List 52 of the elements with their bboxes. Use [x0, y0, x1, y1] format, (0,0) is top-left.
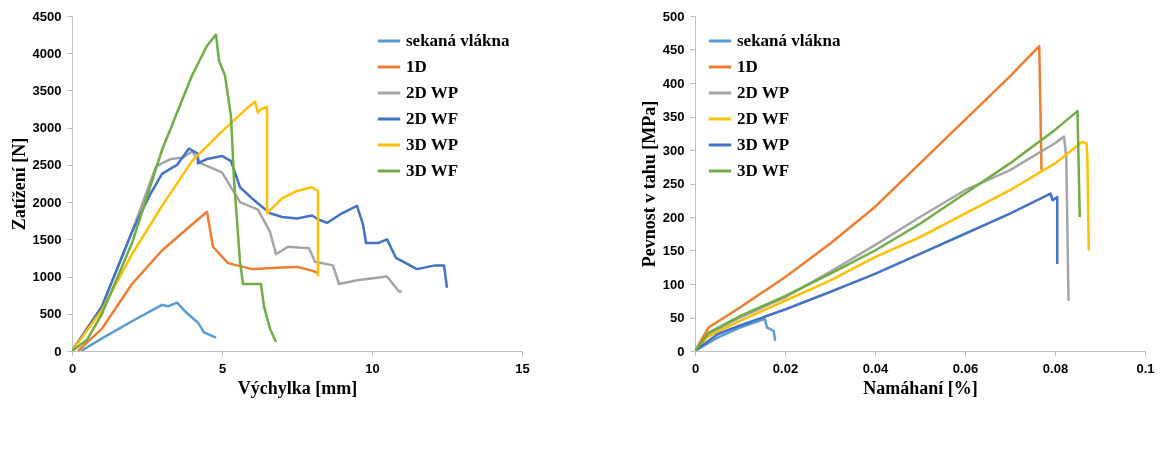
- line-series: [79, 301, 218, 351]
- legend-label: 1D: [406, 57, 427, 76]
- y-tick-label: 400: [662, 75, 685, 91]
- line-series: [72, 33, 278, 351]
- y-tick-label: 450: [662, 42, 685, 57]
- y-tick-label: 250: [662, 176, 685, 191]
- x-tick-label: 0: [68, 360, 77, 376]
- y-tick-label: 4500: [32, 8, 62, 24]
- legend-label: 1D: [737, 57, 758, 76]
- x-tick-label: 0.04: [862, 360, 889, 376]
- legend-label: sekaná vlákna: [406, 31, 510, 50]
- legend-label: 3D WF: [406, 161, 459, 180]
- legend-label: 3D WP: [406, 135, 459, 154]
- y-tick-label: 100: [662, 276, 685, 292]
- y-tick-label: 200: [662, 209, 685, 225]
- x-axis-title: Namáhaní [%]: [863, 377, 978, 398]
- y-tick-label: 350: [662, 109, 685, 124]
- y-tick-label: 4000: [32, 45, 62, 61]
- y-tick-label: 1000: [32, 269, 62, 285]
- legend-label: 3D WP: [737, 135, 790, 154]
- y-axis-title: Zatížení [N]: [8, 137, 29, 231]
- x-tick-label: 15: [515, 360, 530, 376]
- y-tick-label: 500: [39, 306, 62, 322]
- legend-label: 2D WP: [737, 83, 790, 102]
- y-tick-label: 300: [662, 142, 685, 158]
- line-series: [72, 100, 320, 351]
- x-tick-label: 0.08: [1042, 360, 1069, 376]
- y-tick-label: 2000: [32, 194, 62, 210]
- line-series: [76, 210, 320, 351]
- legend-label: sekaná vlákna: [737, 31, 841, 50]
- y-tick-label: 2500: [32, 157, 62, 173]
- y-tick-label: 50: [670, 310, 685, 325]
- y-tick-label: 150: [662, 243, 685, 258]
- x-tick-label: 0: [691, 360, 700, 376]
- y-axis-title: Pevnost v tahu [MPa]: [638, 100, 659, 268]
- y-tick-label: 1500: [32, 231, 62, 247]
- x-tick-label: 10: [365, 360, 380, 376]
- x-tick-label: 0.02: [772, 360, 799, 376]
- y-tick-label: 500: [662, 8, 685, 24]
- legend-label: 3D WF: [737, 161, 790, 180]
- x-tick-label: 5: [218, 360, 227, 376]
- x-tick-label: 0.06: [952, 360, 979, 376]
- y-tick-label: 0: [677, 343, 685, 359]
- x-tick-label: 0.1: [1136, 360, 1155, 376]
- legend-label: 2D WF: [737, 109, 790, 128]
- y-tick-label: 3000: [32, 120, 62, 136]
- line-series: [695, 192, 1059, 351]
- legend-label: 2D WF: [406, 109, 459, 128]
- y-tick-label: 0: [54, 343, 62, 359]
- legend-label: 2D WP: [406, 83, 459, 102]
- x-axis-title: Výchylka [mm]: [237, 377, 358, 398]
- y-tick-label: 3500: [32, 82, 62, 98]
